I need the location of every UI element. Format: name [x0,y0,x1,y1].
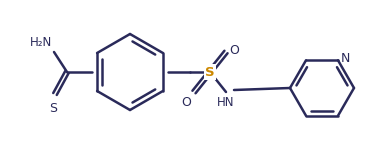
Text: S: S [49,102,57,115]
Text: H₂N: H₂N [30,36,52,49]
Text: O: O [229,44,239,57]
Text: S: S [205,66,215,78]
Text: HN: HN [217,96,235,109]
Text: O: O [181,96,191,109]
Text: N: N [341,52,350,65]
